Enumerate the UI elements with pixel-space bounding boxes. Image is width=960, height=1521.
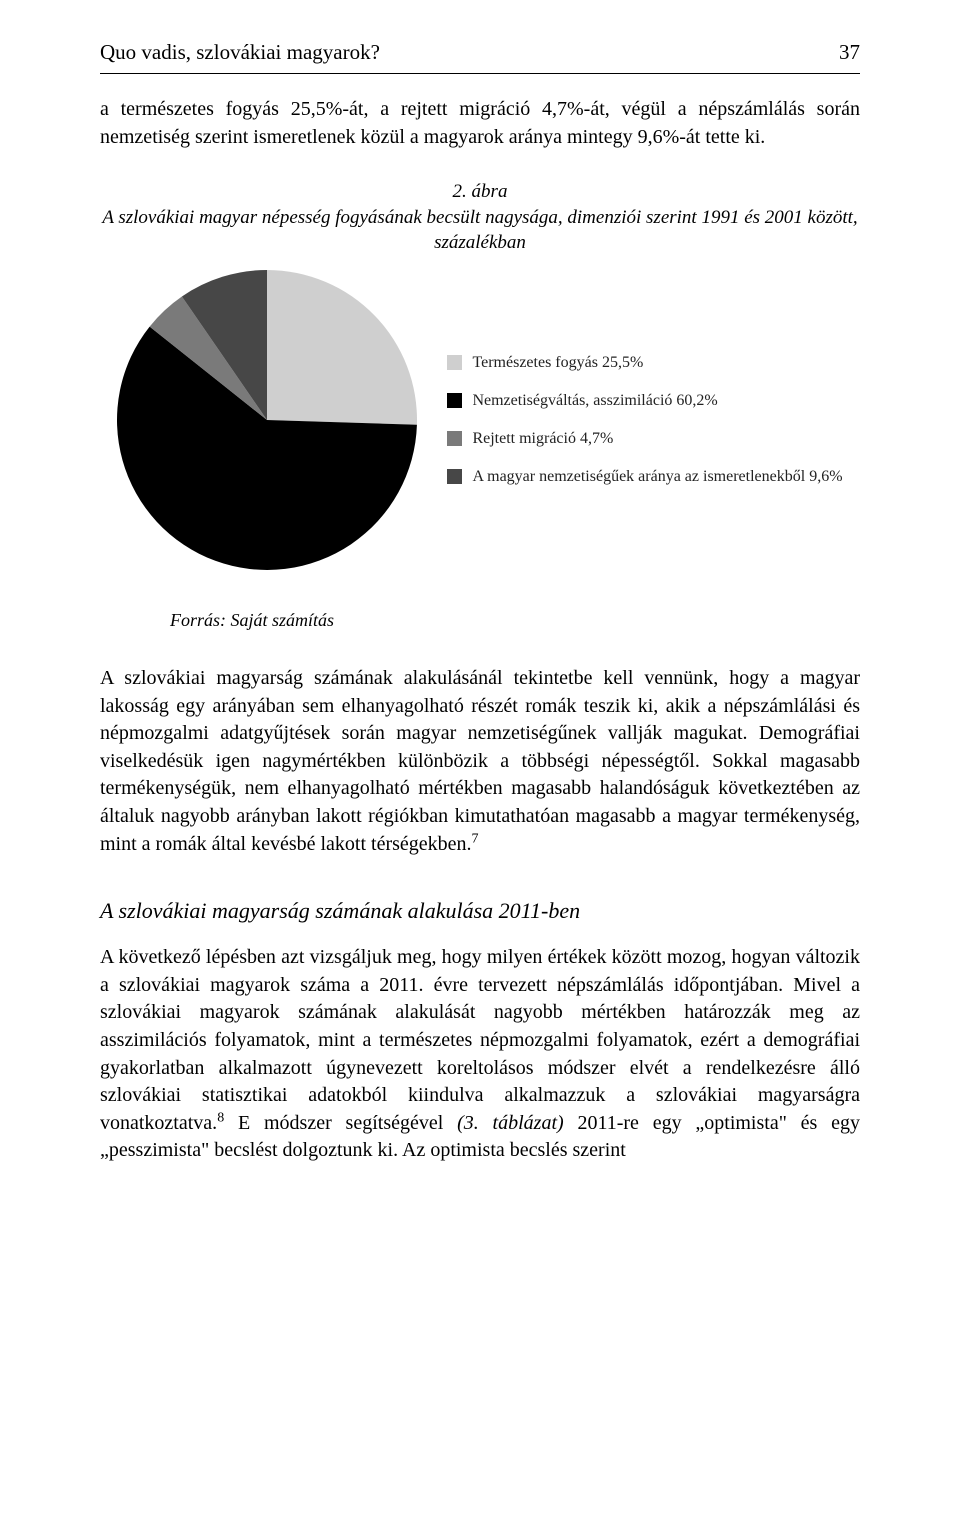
pie-slice xyxy=(267,270,417,425)
legend-label: Nemzetiségváltás, asszimiláció 60,2% xyxy=(472,391,717,411)
legend-label: Rejtett migráció 4,7% xyxy=(472,429,613,449)
figure-caption-line2: A szlovákiai magyar népesség fogyásának … xyxy=(102,207,857,254)
legend-item: Nemzetiségváltás, asszimiláció 60,2% xyxy=(447,391,842,411)
legend-item: A magyar nemzetiségűek aránya az ismeret… xyxy=(447,467,842,487)
figure-source: Forrás: Saját számítás xyxy=(170,610,860,631)
pie-chart xyxy=(117,270,417,570)
paragraph-3-text-a: A következő lépésben azt vizsgáljuk meg,… xyxy=(100,946,860,1134)
paragraph-3-text-b: E módszer segítségével xyxy=(224,1112,457,1134)
running-title: Quo vadis, szlovákiai magyarok? xyxy=(100,40,380,65)
legend-item: Természetes fogyás 25,5% xyxy=(447,353,842,373)
paragraph-2: A szlovákiai magyarság számának alakulás… xyxy=(100,665,860,858)
footnote-ref-7: 7 xyxy=(472,831,479,846)
legend-swatch xyxy=(447,355,462,370)
pie-legend: Természetes fogyás 25,5% Nemzetiségváltás… xyxy=(447,353,842,487)
legend-item: Rejtett migráció 4,7% xyxy=(447,429,842,449)
figure-caption-line1: 2. ábra xyxy=(453,181,508,202)
paragraph-2-text: A szlovákiai magyarság számának alakulás… xyxy=(100,667,860,855)
header-rule xyxy=(100,73,860,74)
legend-label: A magyar nemzetiségűek aránya az ismeret… xyxy=(472,467,842,487)
legend-label: Természetes fogyás 25,5% xyxy=(472,353,643,373)
page-number: 37 xyxy=(839,40,860,65)
figure: Természetes fogyás 25,5% Nemzetiségváltás… xyxy=(100,270,860,570)
figure-caption: 2. ábra A szlovákiai magyar népesség fog… xyxy=(100,179,860,256)
section-heading: A szlovákiai magyarság számának alakulás… xyxy=(100,898,860,924)
legend-swatch xyxy=(447,431,462,446)
legend-swatch xyxy=(447,393,462,408)
legend-swatch xyxy=(447,469,462,484)
paragraph-3: A következő lépésben azt vizsgáljuk meg,… xyxy=(100,944,860,1165)
paragraph-1: a természetes fogyás 25,5%-át, a rejtett… xyxy=(100,96,860,151)
paragraph-3-table-ref: (3. táblázat) xyxy=(457,1112,564,1134)
